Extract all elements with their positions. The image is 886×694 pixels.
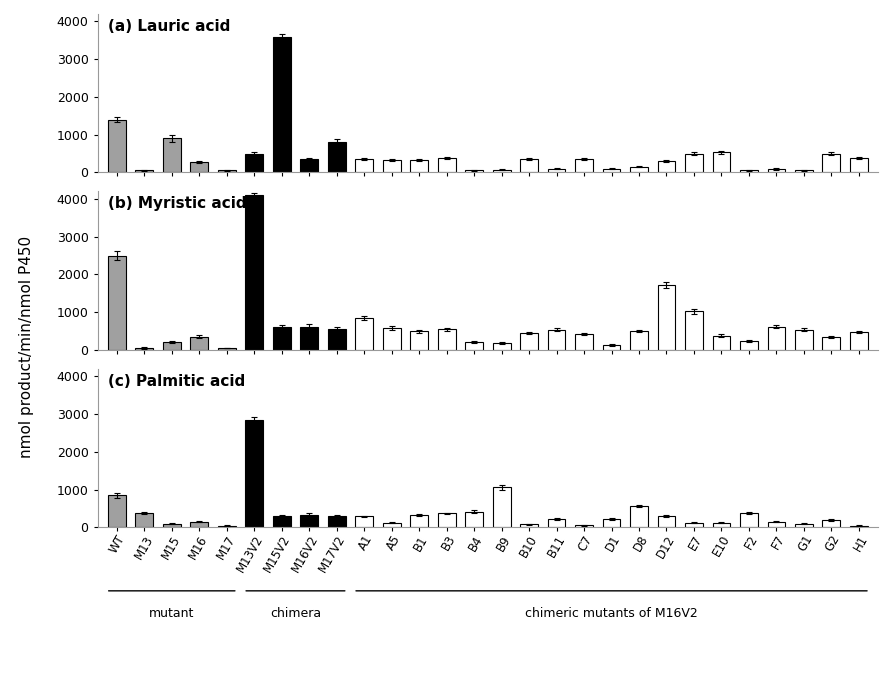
- Bar: [684, 153, 702, 172]
- Bar: [574, 334, 593, 350]
- Bar: [354, 318, 373, 350]
- Bar: [547, 330, 565, 350]
- Bar: [657, 516, 674, 527]
- Text: (a) Lauric acid: (a) Lauric acid: [107, 19, 229, 33]
- Bar: [739, 341, 757, 350]
- Bar: [464, 511, 483, 527]
- Bar: [136, 171, 153, 172]
- Bar: [382, 160, 400, 172]
- Bar: [629, 167, 647, 172]
- Bar: [245, 195, 263, 350]
- Bar: [382, 328, 400, 350]
- Text: chimeric mutants of M16V2: chimeric mutants of M16V2: [525, 607, 697, 620]
- Bar: [821, 153, 839, 172]
- Bar: [849, 158, 867, 172]
- Bar: [245, 420, 263, 527]
- Bar: [602, 345, 620, 350]
- Bar: [190, 162, 208, 172]
- Bar: [629, 331, 647, 350]
- Bar: [273, 328, 291, 350]
- Bar: [684, 312, 702, 350]
- Bar: [328, 329, 346, 350]
- Bar: [711, 153, 729, 172]
- Bar: [766, 522, 784, 527]
- Bar: [300, 326, 318, 350]
- Text: mutant: mutant: [149, 607, 194, 620]
- Bar: [849, 332, 867, 350]
- Bar: [163, 524, 181, 527]
- Bar: [328, 516, 346, 527]
- Bar: [519, 525, 538, 527]
- Bar: [437, 329, 455, 350]
- Bar: [766, 326, 784, 350]
- Bar: [602, 169, 620, 172]
- Bar: [574, 159, 593, 172]
- Text: (b) Myristic acid: (b) Myristic acid: [107, 196, 246, 211]
- Bar: [464, 342, 483, 350]
- Bar: [409, 160, 428, 172]
- Bar: [739, 171, 757, 172]
- Bar: [849, 525, 867, 527]
- Bar: [108, 119, 126, 172]
- Bar: [273, 516, 291, 527]
- Bar: [354, 516, 373, 527]
- Bar: [711, 336, 729, 350]
- Bar: [382, 523, 400, 527]
- Bar: [629, 506, 647, 527]
- Bar: [657, 161, 674, 172]
- Bar: [273, 37, 291, 172]
- Bar: [492, 343, 510, 350]
- Bar: [136, 348, 153, 350]
- Bar: [328, 142, 346, 172]
- Bar: [108, 496, 126, 527]
- Bar: [657, 285, 674, 350]
- Bar: [190, 522, 208, 527]
- Bar: [437, 514, 455, 527]
- Bar: [300, 159, 318, 172]
- Bar: [821, 520, 839, 527]
- Bar: [794, 330, 812, 350]
- Bar: [354, 159, 373, 172]
- Bar: [218, 171, 236, 172]
- Bar: [300, 515, 318, 527]
- Bar: [519, 333, 538, 350]
- Bar: [492, 170, 510, 172]
- Bar: [711, 523, 729, 527]
- Bar: [684, 523, 702, 527]
- Bar: [766, 169, 784, 172]
- Bar: [163, 138, 181, 172]
- Bar: [218, 525, 236, 527]
- Bar: [547, 519, 565, 527]
- Bar: [574, 525, 593, 527]
- Bar: [739, 513, 757, 527]
- Bar: [108, 255, 126, 350]
- Bar: [547, 169, 565, 172]
- Bar: [492, 487, 510, 527]
- Bar: [602, 518, 620, 527]
- Bar: [821, 337, 839, 350]
- Bar: [190, 337, 208, 350]
- Text: chimera: chimera: [269, 607, 321, 620]
- Bar: [794, 524, 812, 527]
- Bar: [437, 158, 455, 172]
- Bar: [464, 171, 483, 172]
- Bar: [409, 515, 428, 527]
- Bar: [409, 331, 428, 350]
- Bar: [245, 153, 263, 172]
- Text: nmol product/min/nmol P450: nmol product/min/nmol P450: [19, 236, 34, 458]
- Text: (c) Palmitic acid: (c) Palmitic acid: [107, 373, 245, 389]
- Bar: [794, 171, 812, 172]
- Bar: [519, 159, 538, 172]
- Bar: [218, 348, 236, 350]
- Bar: [163, 342, 181, 350]
- Bar: [136, 513, 153, 527]
